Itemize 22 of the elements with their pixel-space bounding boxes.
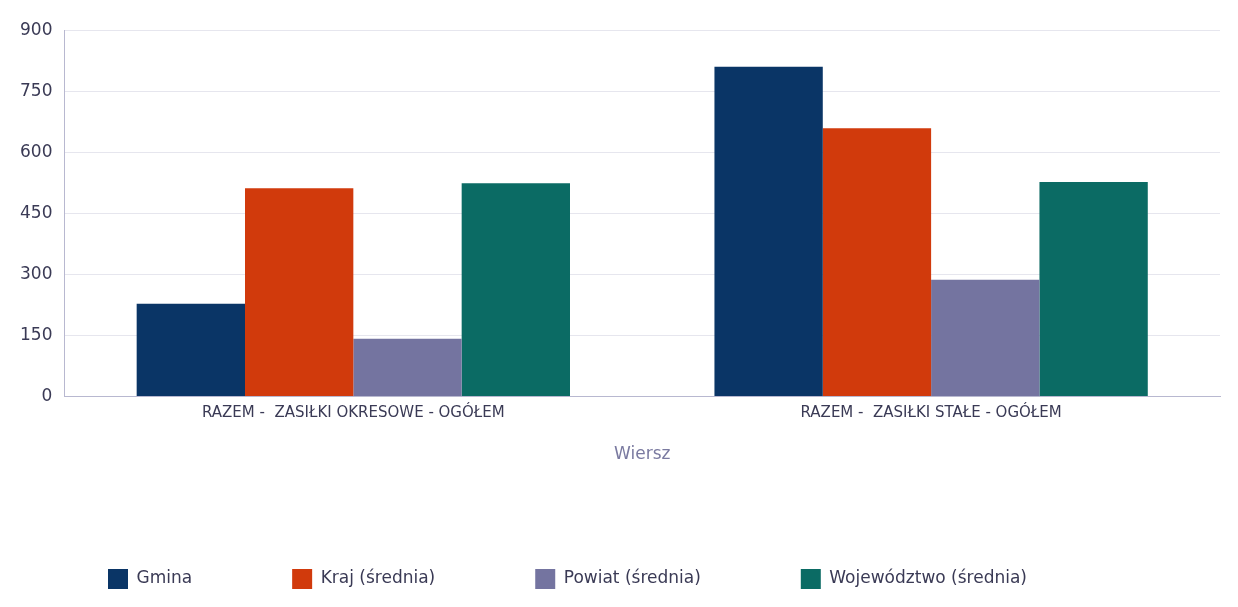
y-tick-label: 0: [41, 385, 53, 406]
bar: [931, 279, 1040, 397]
y-tick-label: 450: [19, 201, 53, 222]
bar: [1039, 182, 1148, 397]
bar: [822, 128, 932, 397]
bar: [136, 303, 245, 397]
bar: [461, 183, 570, 397]
legend-label: Gmina: [136, 567, 193, 588]
x-tick-label: RAZEM - ZASIŁKI OKRESOWE - OGÓŁEM: [202, 402, 505, 422]
x-tick-label: RAZEM - ZASIŁKI STAŁE - OGÓŁEM: [800, 402, 1062, 422]
y-tick-label: 150: [19, 323, 53, 344]
bar: [245, 188, 354, 397]
y-tick-label: 300: [19, 262, 53, 283]
legend-label: Powiat (średnia): [563, 567, 701, 588]
bar: [714, 66, 823, 397]
y-tick-label: 750: [19, 79, 53, 100]
x-axis-title: Wiersz: [614, 443, 671, 464]
y-tick-label: 900: [19, 18, 53, 39]
y-tick-label: 600: [19, 140, 53, 161]
legend-label: Województwo (średnia): [829, 567, 1027, 588]
legend-label: Kraj (średnia): [320, 567, 436, 588]
bar: [353, 338, 462, 397]
